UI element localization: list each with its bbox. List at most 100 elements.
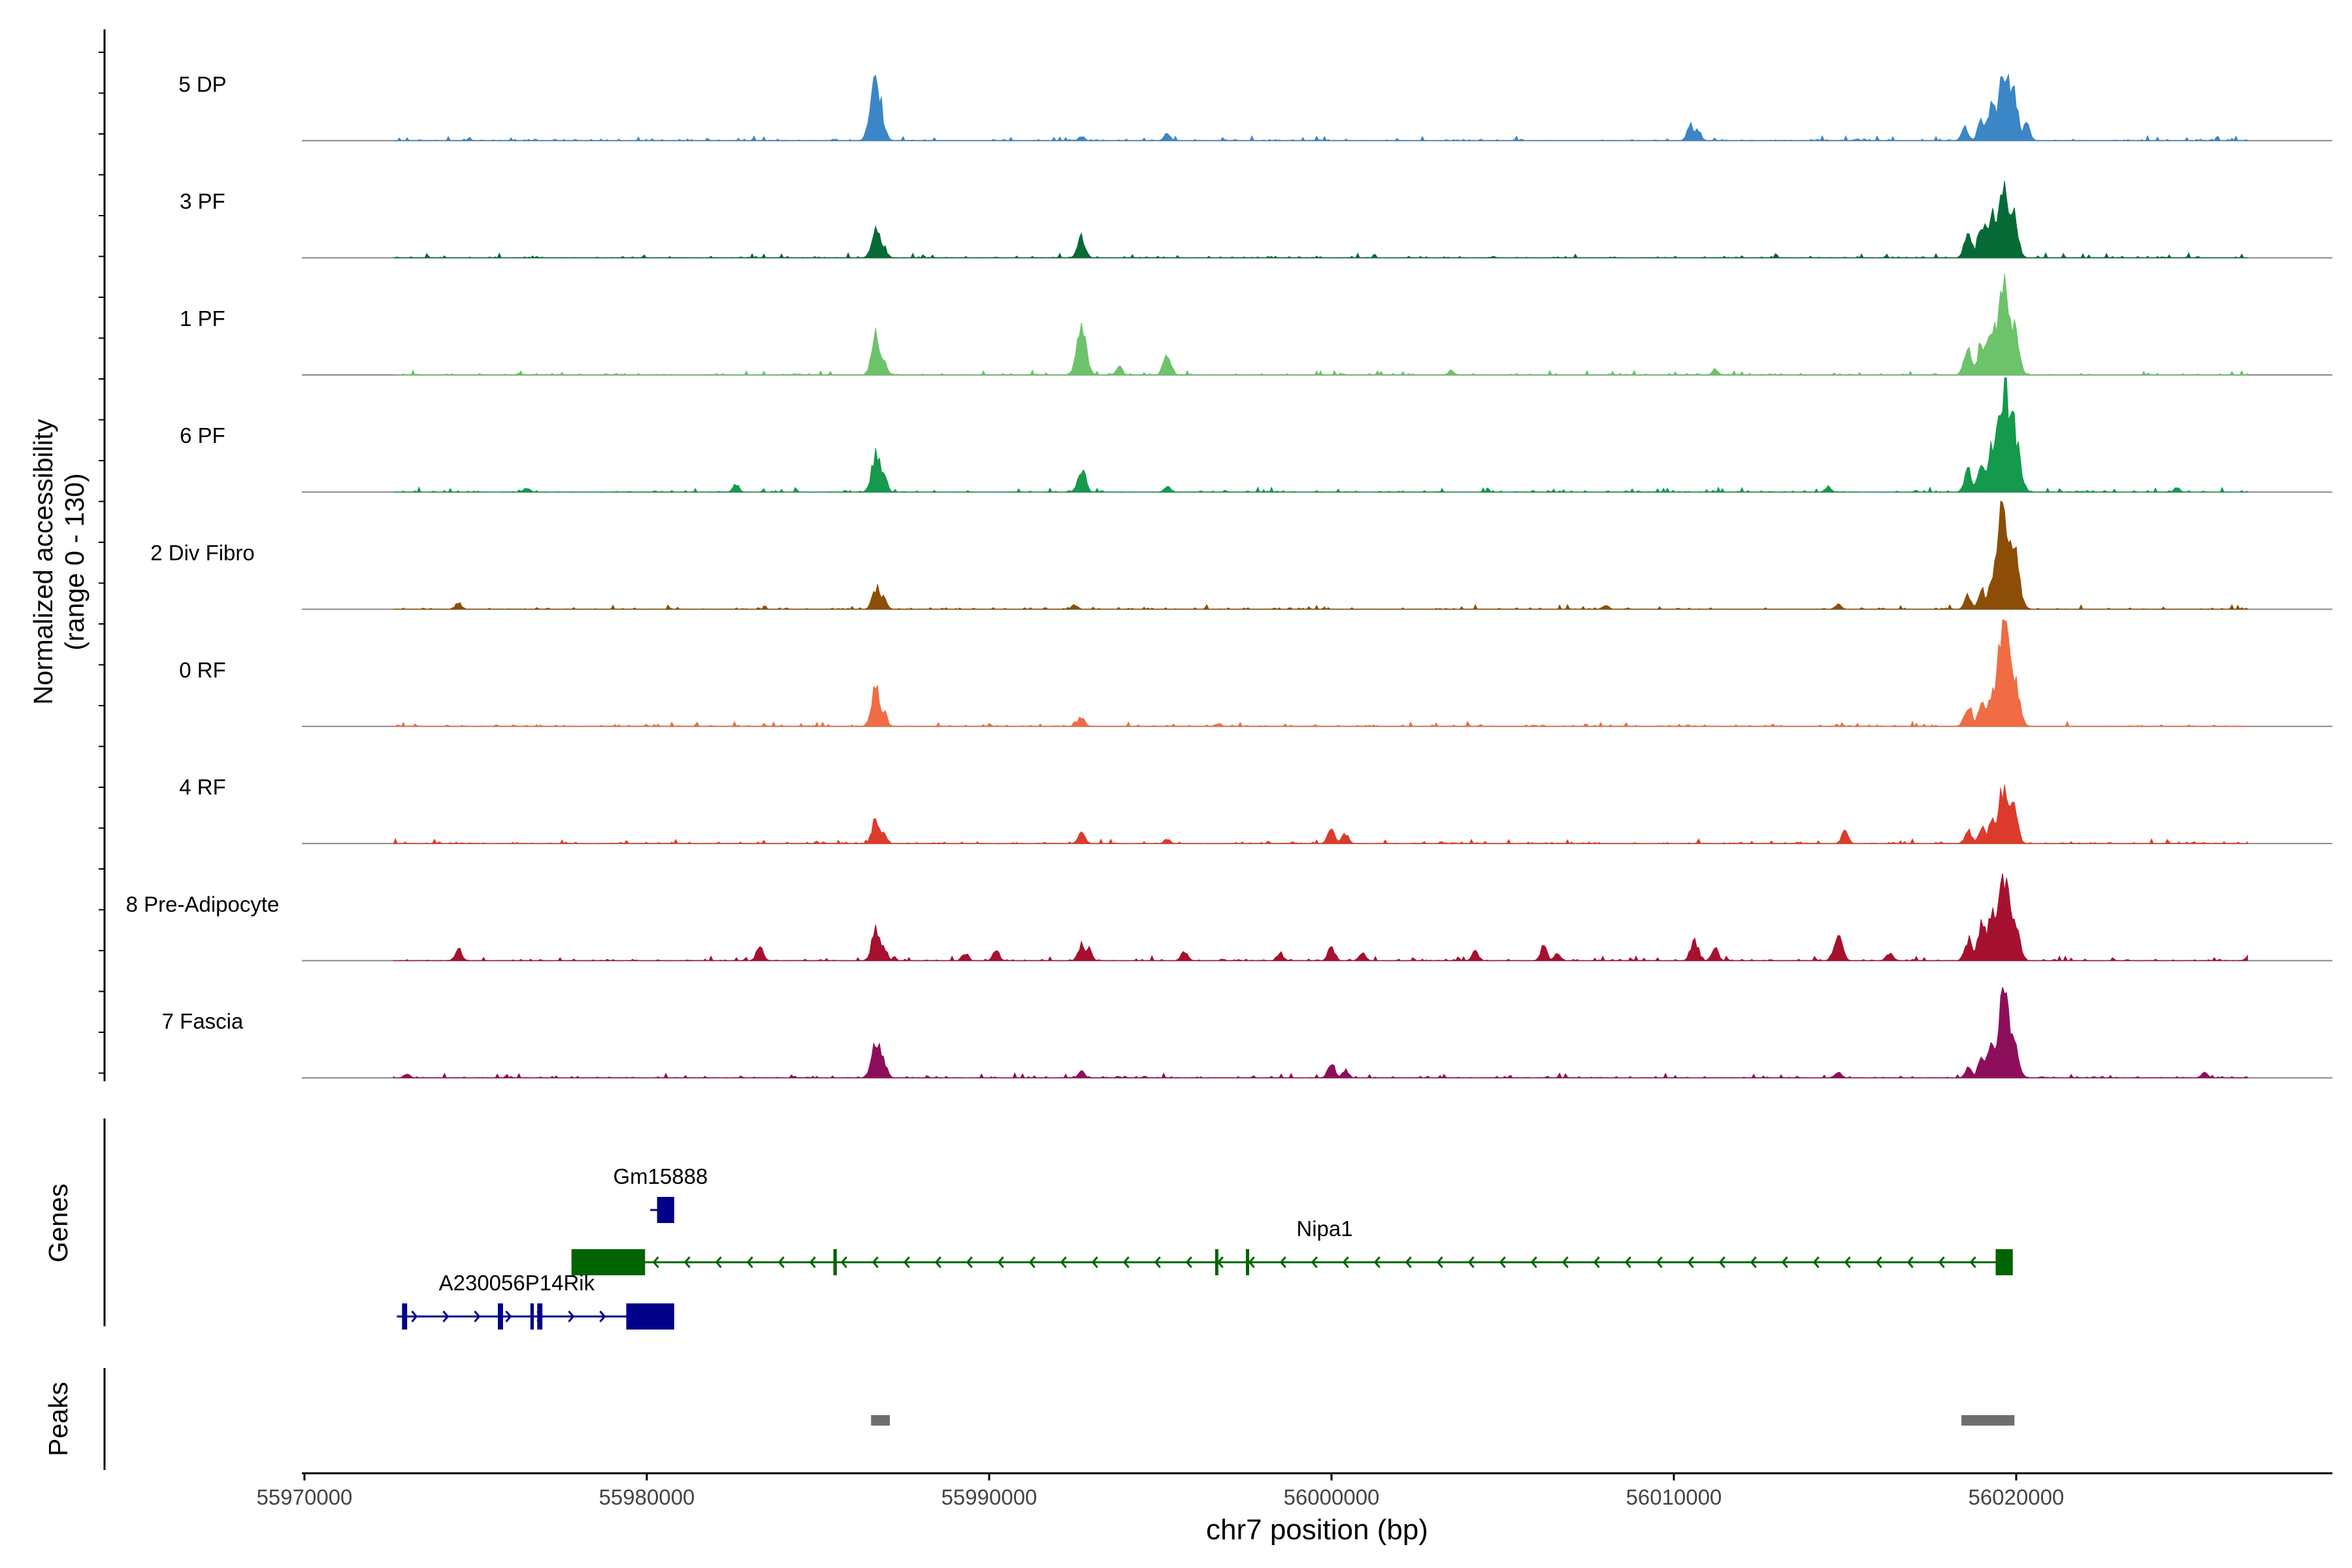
- x-axis-title: chr7 position (bp): [1206, 1514, 1428, 1546]
- gene-exon: [498, 1303, 503, 1330]
- strand-arrow: [809, 1256, 816, 1268]
- track-5-dp: 5 DP: [178, 72, 2332, 142]
- y-axis-label-line2: (range 0 - 130): [59, 473, 90, 650]
- strand-arrow: [1028, 1256, 1036, 1268]
- y-axis-label-line1: Normalized accessibility: [28, 419, 58, 705]
- track-label: 7 Fascia: [162, 1009, 244, 1034]
- strand-arrow: [1530, 1256, 1537, 1268]
- strand-arrow: [1342, 1256, 1349, 1268]
- peak-region: [1961, 1415, 2015, 1426]
- coverage-tracks: 5 DP 3 PF 1 PF 6 PF 2 Div Fibro 0 RF 4 RF 8 Pre…: [126, 72, 2332, 1079]
- strand-arrow: [1154, 1256, 1161, 1268]
- track-1-pf: 1 PF: [180, 273, 2332, 376]
- strand-arrow: [1781, 1256, 1788, 1268]
- track-0-rf: 0 RF: [179, 619, 2332, 727]
- strand-arrow: [1122, 1256, 1130, 1268]
- strand-arrow: [1373, 1256, 1380, 1268]
- track-7-fascia: 7 Fascia: [162, 987, 2332, 1079]
- x-tick-label: 56010000: [1626, 1485, 1722, 1509]
- track-8-pre-adipocyte: 8 Pre-Adipocyte: [126, 873, 2332, 962]
- strand-arrow: [840, 1256, 847, 1268]
- gene-label: Nipa1: [1296, 1217, 1352, 1241]
- strand-arrow: [1624, 1256, 1631, 1268]
- strand-arrow: [1593, 1256, 1600, 1268]
- track-label: 2 Div Fibro: [150, 541, 255, 565]
- gene-nipa1: Nipa1: [571, 1217, 2013, 1275]
- gene-exon: [1246, 1249, 1249, 1275]
- coverage-y-axis: [99, 29, 106, 1081]
- gene-exon: [657, 1197, 674, 1223]
- strand-arrow: [1467, 1256, 1475, 1268]
- track-label: 8 Pre-Adipocyte: [126, 892, 280, 916]
- x-tick-label: 55980000: [599, 1485, 695, 1509]
- track-3-pf: 3 PF: [180, 180, 2332, 259]
- gene-label: A230056P14Rik: [439, 1271, 595, 1295]
- genes-panel-label: Genes: [43, 1184, 73, 1263]
- strand-arrow: [746, 1256, 753, 1268]
- strand-arrow: [997, 1256, 1004, 1268]
- coverage-area-7-fascia: [393, 987, 2248, 1079]
- strand-arrow: [872, 1256, 879, 1268]
- strand-arrow: [934, 1256, 941, 1268]
- strand-arrow: [1060, 1256, 1067, 1268]
- gene-label: Gm15888: [613, 1164, 708, 1188]
- strand-arrow: [599, 1311, 606, 1322]
- strand-arrow: [715, 1256, 722, 1268]
- gene-exon: [402, 1303, 408, 1330]
- strand-arrow: [1938, 1256, 1945, 1268]
- coverage-area-6-pf: [393, 377, 2248, 493]
- strand-arrow: [1687, 1256, 1694, 1268]
- track-6-pf: 6 PF: [180, 377, 2332, 493]
- track-label: 0 RF: [179, 658, 226, 682]
- gene-exon: [537, 1303, 543, 1330]
- strand-arrow: [411, 1311, 418, 1322]
- gene-exon: [833, 1249, 837, 1275]
- gene-exon: [1215, 1249, 1218, 1275]
- strand-arrow: [1091, 1256, 1098, 1268]
- peaks-panel-label: Peaks: [43, 1382, 73, 1456]
- strand-arrow: [1812, 1256, 1820, 1268]
- strand-arrow: [903, 1256, 910, 1268]
- strand-arrow: [1499, 1256, 1506, 1268]
- track-label: 6 PF: [180, 423, 225, 448]
- strand-arrow: [1436, 1256, 1443, 1268]
- coverage-area-4-rf: [393, 785, 2248, 844]
- strand-arrow: [683, 1256, 691, 1268]
- strand-arrow: [505, 1311, 512, 1322]
- strand-arrow: [1279, 1256, 1286, 1268]
- strand-arrow: [1750, 1256, 1757, 1268]
- x-tick-label: 55990000: [941, 1485, 1037, 1509]
- gene-gm15888: Gm15888: [613, 1164, 708, 1223]
- strand-arrow: [1561, 1256, 1569, 1268]
- strand-arrow: [1405, 1256, 1412, 1268]
- x-axis-ticks: 55970000 55980000 55990000 56000000 56010000…: [257, 1473, 2065, 1509]
- coverage-area-2-div-fibro: [393, 500, 2248, 610]
- track-label: 4 RF: [179, 775, 226, 799]
- strand-arrow: [1718, 1256, 1725, 1268]
- coverage-area-0-rf: [393, 619, 2248, 727]
- x-tick-label: 56000000: [1284, 1485, 1380, 1509]
- strand-arrow: [652, 1256, 659, 1268]
- peak-region: [871, 1415, 890, 1426]
- gene-annotations: Gm15888 Nipa1 A230056P14Rik: [397, 1164, 2013, 1330]
- track-2-div-fibro: 2 Div Fibro: [150, 500, 2332, 610]
- track-4-rf: 4 RF: [179, 775, 2332, 845]
- gene-a230056p14rik: A230056P14Rik: [397, 1271, 674, 1330]
- strand-arrow: [966, 1256, 973, 1268]
- strand-arrow: [1906, 1256, 1914, 1268]
- gene-exon: [530, 1303, 534, 1330]
- strand-arrow: [1311, 1256, 1318, 1268]
- strand-arrow: [442, 1311, 449, 1322]
- coverage-area-8-pre-adipocyte: [393, 873, 2248, 962]
- x-tick-label: 55970000: [257, 1485, 353, 1509]
- peak-regions: [871, 1415, 2015, 1426]
- strand-arrow: [1969, 1256, 1976, 1268]
- x-tick-label: 56020000: [1968, 1485, 2065, 1509]
- strand-arrow: [474, 1311, 481, 1322]
- track-label: 3 PF: [180, 189, 225, 214]
- strand-arrow: [1248, 1256, 1255, 1268]
- strand-arrow: [1875, 1256, 1882, 1268]
- track-label: 5 DP: [178, 72, 226, 96]
- track-label: 1 PF: [180, 306, 225, 331]
- gene-exon: [1995, 1249, 2013, 1275]
